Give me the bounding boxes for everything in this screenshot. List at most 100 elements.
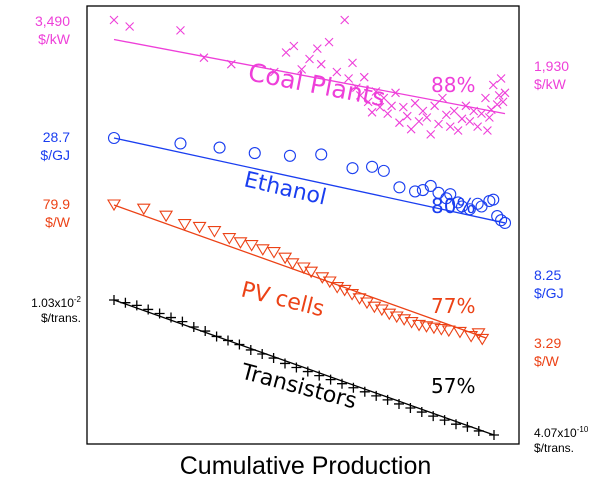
pv-data-point xyxy=(471,328,486,340)
coal-data-point xyxy=(453,126,463,135)
ethanol-data-point xyxy=(416,184,429,197)
pv-start-label: 79.9 $/W xyxy=(0,195,70,231)
ethanol-data-point xyxy=(475,200,488,213)
transistor-data-point xyxy=(314,370,325,381)
ethanol-data-point xyxy=(174,137,187,150)
transistor-data-point xyxy=(245,344,256,355)
coal-data-point xyxy=(500,88,510,98)
transistor-data-point xyxy=(120,297,131,308)
pv-data-point xyxy=(352,293,367,305)
pv-data-point xyxy=(296,262,311,275)
coal-data-point xyxy=(355,91,365,100)
pv-data-point xyxy=(382,308,397,321)
ethanol-data-point xyxy=(498,216,512,229)
transistor-data-point xyxy=(109,295,119,305)
transistor-data-point xyxy=(371,390,382,401)
transistor-start-value: 1.03x10-2 xyxy=(31,295,81,310)
transistor-data-point xyxy=(211,331,222,342)
coal-data-point xyxy=(398,102,408,112)
pv-data-point xyxy=(244,240,259,252)
ethanol-end-unit: $/GJ xyxy=(534,285,564,301)
transistor-data-point xyxy=(416,407,427,418)
coal-end-unit: $/kW xyxy=(534,76,566,92)
coal-data-point xyxy=(477,109,486,118)
pv-data-point xyxy=(337,284,352,297)
coal-data-point xyxy=(441,110,451,120)
transistor-data-point xyxy=(291,362,302,373)
coal-data-point xyxy=(496,74,506,83)
pv-data-point xyxy=(330,282,345,294)
coal-data-point xyxy=(484,113,494,122)
ethanol-end-label: 8.25 $/GJ xyxy=(534,266,564,302)
pv-fit-line xyxy=(113,204,487,339)
pv-data-point xyxy=(475,333,490,346)
coal-data-point xyxy=(465,117,475,126)
ethanol-series: Ethanol 80% xyxy=(107,131,512,229)
transistor-data-point xyxy=(489,430,499,440)
coal-data-point xyxy=(426,130,436,139)
coal-data-point xyxy=(297,65,307,74)
transistor-start-unit: $/trans. xyxy=(40,311,81,325)
coal-data-point xyxy=(281,48,291,57)
transistor-data-point xyxy=(166,312,176,323)
transistor-data-point xyxy=(337,378,347,389)
transistor-data-point xyxy=(268,353,279,364)
pv-data-point xyxy=(367,301,382,314)
pv-data-point xyxy=(266,247,281,259)
ethanol-data-point xyxy=(393,181,406,194)
coal-data-point xyxy=(410,98,420,108)
pv-series-label: PV cells xyxy=(239,278,327,323)
coal-data-point xyxy=(481,93,490,103)
coal-data-point xyxy=(359,72,369,82)
coal-data-point xyxy=(363,97,373,107)
transistor-start-label: 1.03x10-2 $/trans. xyxy=(0,292,81,326)
pv-data-point xyxy=(464,331,479,343)
plot-frame xyxy=(86,5,520,445)
pv-data-point xyxy=(345,289,360,301)
transistor-data-point xyxy=(428,411,439,422)
pv-learning-rate: 77% xyxy=(431,294,475,318)
pv-end-unit: $/W xyxy=(534,353,559,369)
coal-data-point xyxy=(379,93,389,103)
coal-data-point xyxy=(461,101,471,111)
transistor-data-point xyxy=(302,366,313,377)
transistor-learning-rate: 57% xyxy=(431,374,475,398)
coal-data-point xyxy=(344,74,353,83)
transistor-data-point xyxy=(280,358,290,369)
transistor-data-point xyxy=(143,304,154,315)
coal-data-point xyxy=(348,58,357,68)
ethanol-data-point xyxy=(487,193,500,206)
pv-data-point xyxy=(136,203,151,216)
pv-data-point xyxy=(107,199,121,212)
transistor-data-point xyxy=(234,339,245,350)
transistor-data-point xyxy=(405,403,416,413)
ethanol-start-value: 28.7 xyxy=(42,129,70,145)
coal-data-point xyxy=(324,37,334,47)
coal-start-value: 3,490 xyxy=(34,13,70,29)
transistor-data-point xyxy=(348,382,359,393)
coal-series-label: Coal Plants xyxy=(246,57,388,112)
coal-data-point xyxy=(438,93,447,103)
ethanol-fit-line xyxy=(113,137,506,224)
transistor-data-point xyxy=(359,386,370,397)
transistor-end-label: 4.07x10-10 $/trans. xyxy=(534,422,588,456)
coal-learning-rate: 88% xyxy=(431,73,475,97)
pv-data-point xyxy=(207,226,222,238)
pv-data-point xyxy=(452,326,467,339)
ethanol-series-label: Ethanol xyxy=(242,167,329,210)
transistor-data-point xyxy=(177,316,188,327)
coal-data-point xyxy=(406,124,416,134)
coal-start-label: 3,490 $/kW xyxy=(0,12,70,48)
ethanol-data-point xyxy=(440,192,453,205)
ethanol-start-unit: $/GJ xyxy=(40,147,70,163)
coal-data-point xyxy=(332,67,342,77)
transistor-fit-line xyxy=(113,299,495,436)
coal-data-point xyxy=(473,122,483,131)
coal-data-point xyxy=(402,111,412,121)
coal-data-point xyxy=(383,109,393,118)
coal-data-point xyxy=(305,54,314,64)
ethanol-data-point xyxy=(107,131,121,145)
transistor-data-point xyxy=(462,421,473,432)
